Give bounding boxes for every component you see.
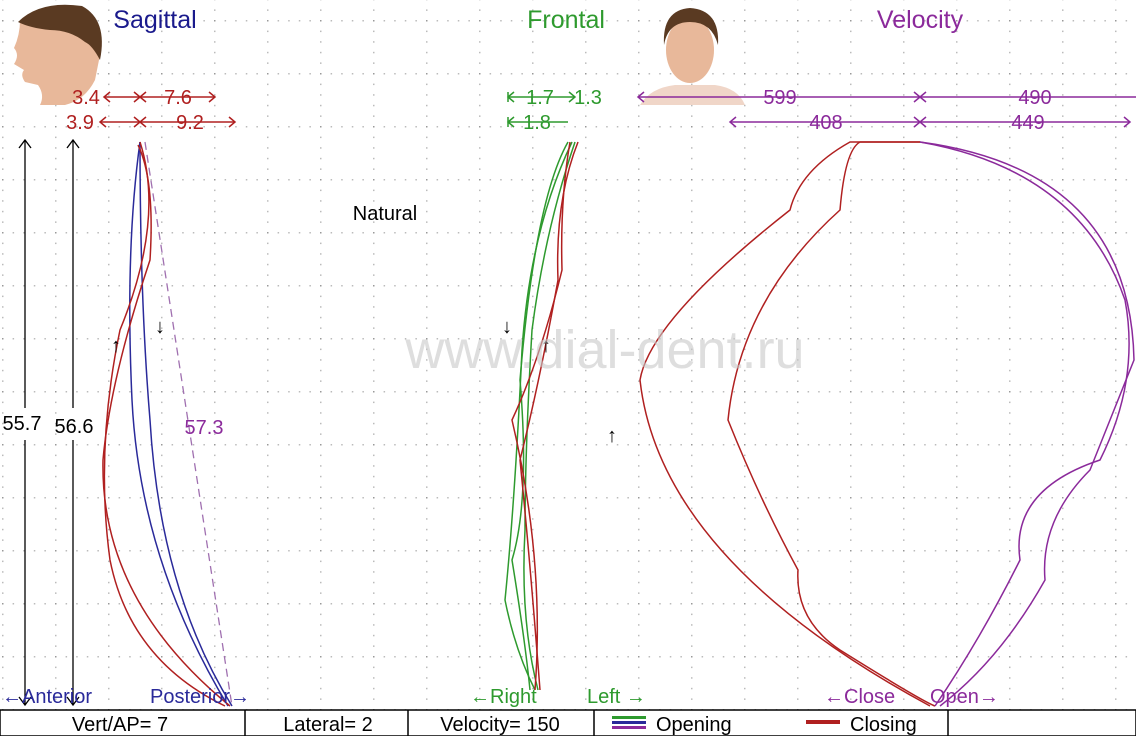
legend-entry: Opening [656,714,732,736]
measure-label: 3.4 [72,87,100,109]
panel-title: Velocity [877,6,964,34]
status-bar [0,709,1136,737]
measure-label: 490 [1018,87,1051,109]
measure-label: 1.7 [526,87,554,109]
status-lateral: Lateral= 2 [283,714,373,736]
legend-entry: Closing [850,714,917,736]
direction-arrow: ↓ [502,316,512,338]
vertical-label: 55.7 [3,413,42,435]
axis-direction: Posterior→ [150,686,250,708]
direction-arrow: ↑ [541,335,551,357]
range-bars [636,91,1136,128]
profile-face-icon [14,4,102,105]
measure-label: 599 [763,87,796,109]
measure-label: 9.2 [176,112,204,134]
watermark: www.dial-dent.ru [404,320,804,380]
path-label: 57.3 [185,417,224,439]
status-vert-ap: Vert/AP= 7 [72,714,168,736]
measure-label: 1.3 [574,87,602,109]
range-bars [506,91,577,128]
axis-direction: ←Anterior [2,686,92,708]
measure-label: 7.6 [164,87,192,109]
axis-direction: Left → [587,686,646,708]
velocity-traces [639,141,1135,707]
panel-title: Sagittal [113,6,196,34]
frontal-traces [504,141,579,691]
grid [0,0,1136,710]
status-velocity: Velocity= 150 [440,714,560,736]
vertical-label: 56.6 [55,416,94,438]
sagittal-traces [102,141,233,707]
range-bars [98,91,237,128]
path-line [144,141,233,707]
frontal-face-icon [640,8,745,105]
axis-direction: Open→ [930,686,999,708]
measure-label: 1.8 [523,112,551,134]
measure-label: 408 [809,112,842,134]
vertical-bars [18,138,80,707]
measure-label: 3.9 [66,112,94,134]
axis-direction: ←Close [824,686,895,708]
panel-title: Frontal [527,6,605,34]
mode-label: Natural [353,203,417,225]
measure-label: 449 [1011,112,1044,134]
direction-arrow: ↑ [111,335,121,357]
direction-arrow: ↑ [607,425,617,447]
direction-arrow: ↓ [155,316,165,338]
axis-direction: ←Right [470,686,537,708]
